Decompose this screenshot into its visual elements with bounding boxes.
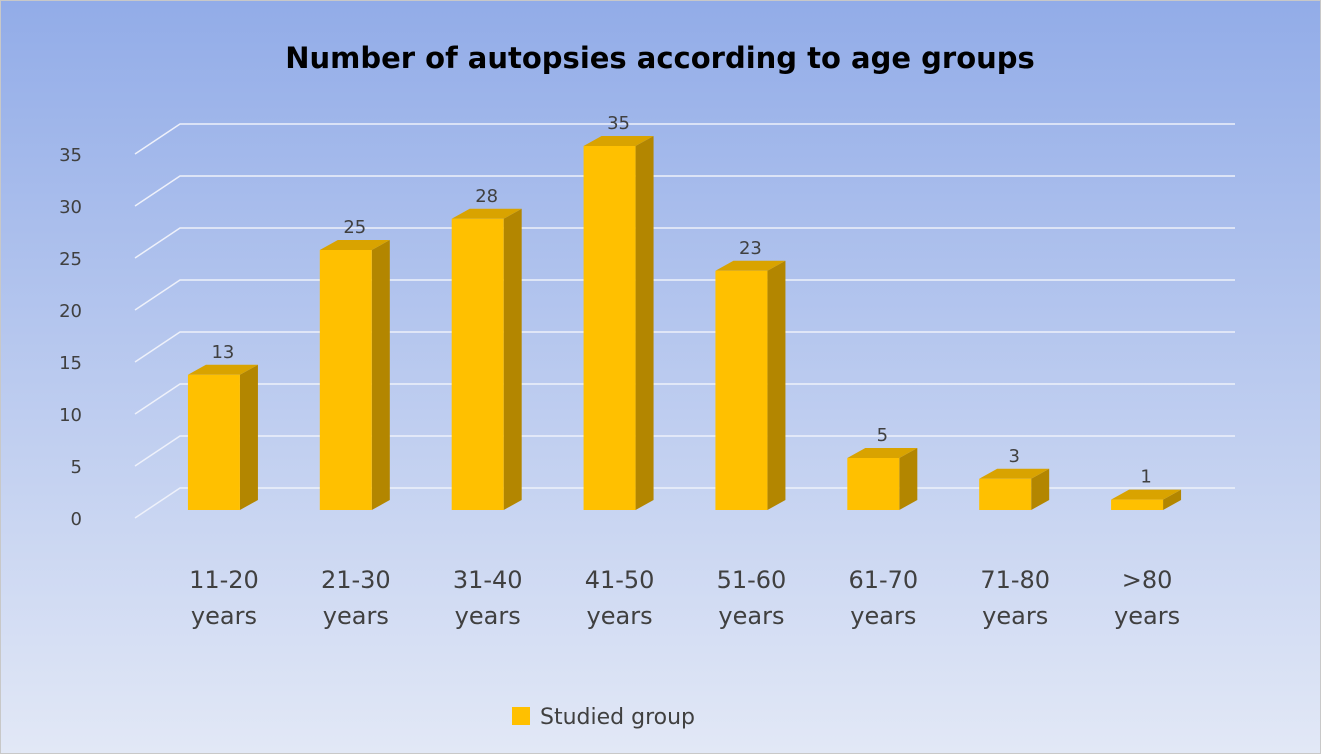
grid-line xyxy=(134,123,1235,155)
data-label: 23 xyxy=(739,238,762,259)
bar-front xyxy=(583,146,636,510)
grid-line xyxy=(134,383,1235,415)
bar xyxy=(847,448,918,510)
bar-side xyxy=(503,208,522,511)
bar-front xyxy=(451,218,504,511)
bar-top xyxy=(319,240,390,250)
bar xyxy=(187,364,258,510)
data-label: 3 xyxy=(1008,446,1019,467)
chart-title: Number of autopsies according to age gro… xyxy=(285,41,1035,75)
bar-side xyxy=(635,136,654,510)
x-tick-label: 11-20 years xyxy=(189,566,259,630)
bar-side xyxy=(899,448,918,510)
y-tick-label: 25 xyxy=(59,249,82,270)
legend-swatch xyxy=(512,707,530,725)
data-label: 13 xyxy=(211,342,234,363)
bar-top xyxy=(847,448,918,458)
bar xyxy=(1111,489,1182,510)
bar-top xyxy=(583,136,654,146)
bar-side xyxy=(1031,468,1050,510)
data-label: 1 xyxy=(1140,467,1151,488)
y-tick-label: 15 xyxy=(59,353,82,374)
bar-side xyxy=(239,364,258,510)
bar-top xyxy=(187,364,258,375)
bar-top xyxy=(979,468,1050,479)
y-tick-label: 10 xyxy=(59,405,82,426)
bar-front xyxy=(187,374,240,510)
bar-top xyxy=(451,208,522,219)
y-tick-label: 0 xyxy=(71,509,82,530)
y-tick-label: 5 xyxy=(71,457,82,478)
bar-side xyxy=(1163,489,1182,510)
x-tick-label: 51-60 years xyxy=(716,566,787,630)
grid-line xyxy=(134,279,1235,311)
bar xyxy=(979,468,1050,510)
x-tick-label: 61-70 years xyxy=(848,566,919,630)
bar-front xyxy=(1111,499,1164,510)
bar xyxy=(583,136,654,510)
data-label: 35 xyxy=(607,113,630,134)
x-tick-label: 31-40 years xyxy=(452,566,523,630)
grid-line xyxy=(134,227,1235,259)
bar-front xyxy=(847,458,900,510)
bar-front xyxy=(715,270,768,510)
y-tick-label: 30 xyxy=(59,197,82,218)
x-tick-label: 41-50 years xyxy=(584,566,655,630)
x-tick-label: 21-30 years xyxy=(320,566,391,630)
bar xyxy=(715,260,786,510)
y-tick-label: 35 xyxy=(59,145,82,166)
bar xyxy=(451,208,522,511)
x-tick-label: 71-80 years xyxy=(980,566,1051,630)
data-label: 5 xyxy=(877,425,888,446)
bar-top xyxy=(1111,489,1182,500)
x-tick-label: >80 years xyxy=(1114,566,1181,630)
bar-top xyxy=(715,260,786,271)
data-label: 25 xyxy=(343,217,366,238)
grid-line xyxy=(134,435,1235,467)
y-tick-label: 20 xyxy=(59,301,82,322)
grid-line xyxy=(134,175,1235,207)
grid-line xyxy=(134,331,1235,363)
bar-side xyxy=(767,260,786,510)
bar-front xyxy=(319,250,372,510)
bar xyxy=(319,240,390,510)
bar-side xyxy=(371,240,390,510)
legend-label: Studied group xyxy=(540,705,695,730)
data-label: 28 xyxy=(475,186,498,207)
bar-front xyxy=(979,478,1032,510)
